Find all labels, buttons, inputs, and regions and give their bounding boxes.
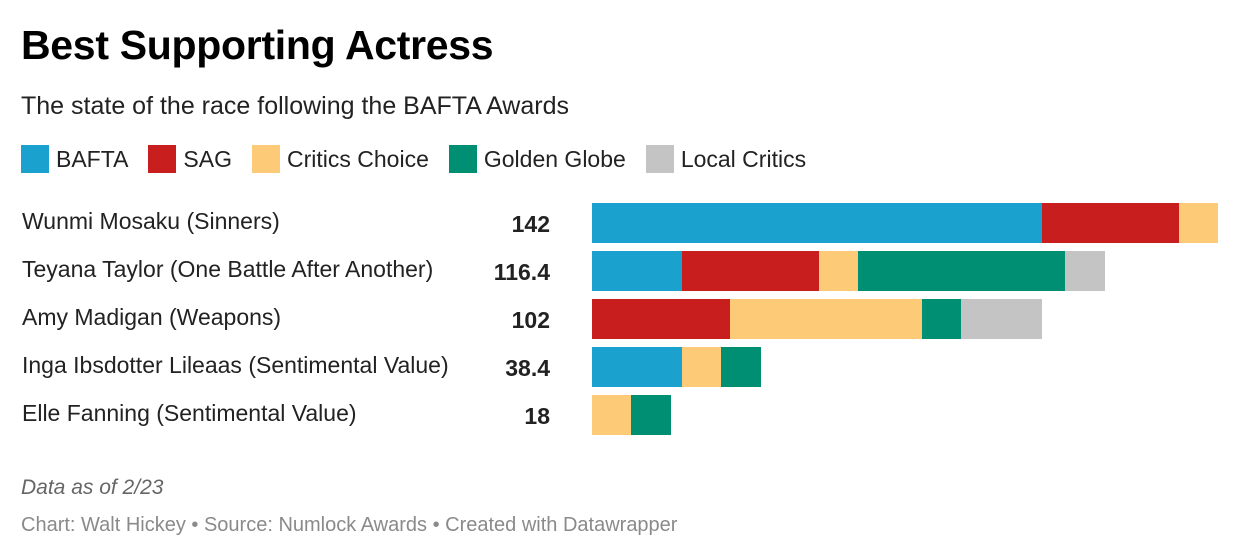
bar-segment-bafta-row-1 [592,203,1042,243]
chart-footer: Chart: Walt Hickey • Source: Numlock Awa… [21,514,678,536]
row-label-elle-fanning: Elle Fanning (Sentimental Value) [22,400,357,426]
legend-label-sag: SAG [183,145,232,172]
row-label-amy-madigan: Amy Madigan (Weapons) [22,304,282,330]
legend-swatch-critics-choice [252,145,280,173]
bar-segment-critics-choice-row-3 [729,299,922,339]
bar-segment-sag-row-2 [681,251,820,291]
row-label-wunmi-mosaku: Wunmi Mosaku (Sinners) [22,208,280,234]
row-label-inga-ibsdotter-lileaas: Inga Ibsdotter Lileaas (Sentimental Valu… [22,352,449,378]
chart-subtitle: The state of the race following the BAFT… [21,92,569,120]
legend: BAFTA SAG Critics Choice Golden Globe Lo… [21,145,826,173]
legend-swatch-local-critics [645,145,674,173]
legend-label-bafta: BAFTA [56,145,129,172]
bar-segment-critics-choice-row-4 [681,347,721,387]
legend-item-bafta: BAFTA [21,145,128,173]
row-total-teyana-taylor: 116.4 [493,259,550,285]
bar-segment-local-critics-row-3 [961,299,1042,339]
bar-segment-sag-row-3 [592,299,730,339]
legend-swatch-golden-globe [448,145,477,173]
bar-segment-critics-choice-row-5 [592,395,631,435]
legend-label-local-critics: Local Critics [680,145,807,172]
legend-swatch-bafta [21,145,49,173]
legend-item-local-critics: Local Critics [645,145,807,173]
bar-segment-golden-globe-row-2 [858,251,1066,291]
bar-segment-golden-globe-row-5 [630,395,672,435]
row-label-teyana-taylor: Teyana Taylor (One Battle After Another) [22,256,434,282]
data-date-note: Data as of 2/23 [21,476,164,499]
bar-segment-critics-choice-row-1 [1179,203,1218,243]
bar-segment-golden-globe-row-3 [921,299,962,339]
row-total-inga-ibsdotter-lileaas: 38.4 [505,355,550,381]
legend-label-critics-choice: Critics Choice [287,145,429,172]
chart-title: Best Supporting Actress [21,22,494,68]
legend-item-golden-globe: Golden Globe [448,145,626,173]
bar-segment-local-critics-row-2 [1065,251,1106,291]
legend-label-golden-globe: Golden Globe [483,145,626,172]
bar-segment-bafta-row-4 [592,347,682,387]
row-total-wunmi-mosaku: 142 [511,211,550,237]
bar-plot-area [592,0,1232,560]
legend-item-sag: SAG [148,145,232,173]
bar-segment-sag-row-1 [1041,203,1180,243]
row-total-amy-madigan: 102 [511,307,550,333]
legend-item-critics-choice: Critics Choice [252,145,429,173]
bar-segment-critics-choice-row-2 [819,251,859,291]
bar-segment-golden-globe-row-4 [720,347,762,387]
row-total-elle-fanning: 18 [524,403,550,429]
legend-swatch-sag [148,145,177,173]
bar-segment-bafta-row-2 [592,251,682,291]
